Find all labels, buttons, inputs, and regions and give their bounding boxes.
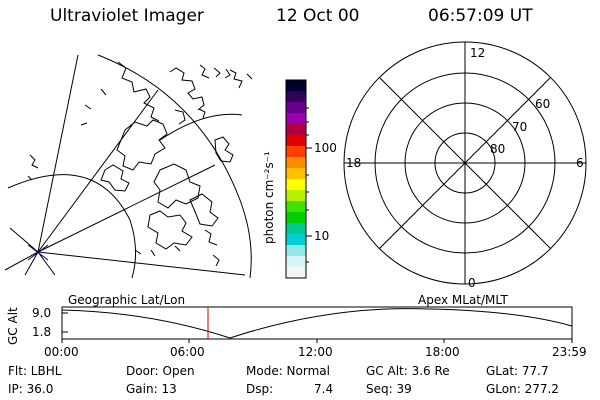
flt-info: Flt: LBHL bbox=[8, 364, 62, 378]
glat-info: GLat: 77.7 bbox=[486, 364, 549, 378]
altitude-ymax: 9.0 bbox=[32, 306, 52, 320]
mlt-label-12: 12 bbox=[470, 46, 486, 60]
colorbar-band bbox=[286, 234, 306, 246]
colorbar-band bbox=[286, 113, 306, 125]
door-info: Door: Open bbox=[126, 364, 195, 378]
instrument-title: Ultraviolet Imager bbox=[50, 6, 204, 26]
coastline bbox=[199, 64, 231, 79]
colorbar-band bbox=[286, 190, 306, 202]
meridian-line bbox=[37, 89, 159, 253]
x-tick-label: 06:00 bbox=[170, 345, 205, 359]
coastline bbox=[147, 210, 193, 250]
latitude-arc bbox=[97, 54, 252, 279]
time-label: 06:57:09 UT bbox=[428, 6, 533, 26]
coastline bbox=[153, 163, 201, 209]
mlt-label-18: 18 bbox=[346, 156, 362, 170]
mlt-label-0: 0 bbox=[468, 276, 476, 290]
colorbar-band bbox=[286, 212, 306, 224]
colorbar-band bbox=[286, 80, 306, 92]
coastline bbox=[229, 69, 253, 89]
colorbar-band bbox=[286, 179, 306, 191]
dsp-value: 7.4 bbox=[314, 382, 334, 396]
x-tick-label: 12:00 bbox=[298, 345, 333, 359]
coastline bbox=[100, 164, 130, 192]
meridian-line bbox=[37, 54, 79, 253]
colorbar-unit-label: photon cm⁻²s⁻¹ bbox=[262, 151, 276, 244]
mlat-label-60: 60 bbox=[535, 97, 551, 111]
altitude-ymin: 1.8 bbox=[32, 325, 52, 339]
gain-info: Gain: 13 bbox=[126, 382, 177, 396]
colorbar-band bbox=[286, 168, 306, 180]
meridian-line bbox=[4, 251, 39, 271]
altitude-plot-frame bbox=[61, 306, 573, 340]
colorbar-band bbox=[286, 223, 306, 235]
colorbar-band bbox=[286, 91, 306, 103]
colorbar-band bbox=[286, 146, 306, 158]
dsp-label: Dsp: bbox=[246, 382, 274, 396]
apex-caption: Apex MLat/MLT bbox=[418, 293, 508, 307]
coastline bbox=[214, 136, 234, 163]
meridian-line bbox=[37, 164, 216, 253]
coastline bbox=[80, 88, 107, 126]
colorbar-band bbox=[286, 267, 306, 279]
polar-axis-diagonal bbox=[378, 76, 552, 250]
altitude-curve bbox=[61, 308, 573, 339]
meridian-line bbox=[24, 251, 39, 276]
coastline bbox=[117, 61, 160, 122]
coastline bbox=[116, 119, 168, 171]
colorbar-band bbox=[286, 102, 306, 114]
x-tick-label: 00:00 bbox=[44, 345, 79, 359]
mode-info: Mode: Normal bbox=[246, 364, 330, 378]
altitude-axis-label: GC Alt bbox=[6, 307, 20, 345]
coastline bbox=[27, 154, 39, 181]
latitude-arc bbox=[7, 174, 136, 279]
glon-info: GLon: 277.2 bbox=[486, 382, 559, 396]
mlat-label-80: 80 bbox=[490, 142, 506, 156]
coastline bbox=[134, 245, 181, 257]
coastline bbox=[174, 108, 206, 125]
x-tick-label: 18:00 bbox=[425, 345, 460, 359]
colorbar bbox=[286, 80, 306, 279]
colorbar-label-10: 10 bbox=[314, 229, 330, 243]
colorbar-band bbox=[286, 157, 306, 169]
altitude-plot bbox=[61, 306, 573, 343]
seq-info: Seq: 39 bbox=[366, 382, 412, 396]
polar-plot bbox=[343, 41, 587, 285]
ip-info: IP: 36.0 bbox=[8, 382, 54, 396]
meridian-line bbox=[9, 227, 39, 253]
coastline bbox=[204, 229, 220, 267]
gc-alt-info: GC Alt: 3.6 Re bbox=[366, 364, 450, 378]
meridian-line bbox=[37, 251, 56, 276]
coastline bbox=[189, 193, 219, 227]
coastline bbox=[169, 67, 205, 111]
geographic-map bbox=[4, 54, 253, 279]
colorbar-band bbox=[286, 135, 306, 147]
colorbar-band bbox=[286, 124, 306, 136]
colorbar-label-100: 100 bbox=[314, 141, 337, 155]
mlt-label-6: 6 bbox=[576, 156, 584, 170]
geographic-caption: Geographic Lat/Lon bbox=[68, 293, 186, 307]
latitude-arc bbox=[159, 113, 243, 141]
date-label: 12 Oct 00 bbox=[276, 6, 360, 26]
colorbar-frame bbox=[285, 79, 307, 279]
colorbar-band bbox=[286, 256, 306, 268]
pole-marker bbox=[27, 244, 49, 261]
x-tick-label: 23:59 bbox=[552, 345, 587, 359]
mlat-label-70: 70 bbox=[512, 120, 528, 134]
colorbar-band bbox=[286, 245, 306, 257]
meridian-line bbox=[37, 251, 246, 276]
colorbar-band bbox=[286, 201, 306, 213]
